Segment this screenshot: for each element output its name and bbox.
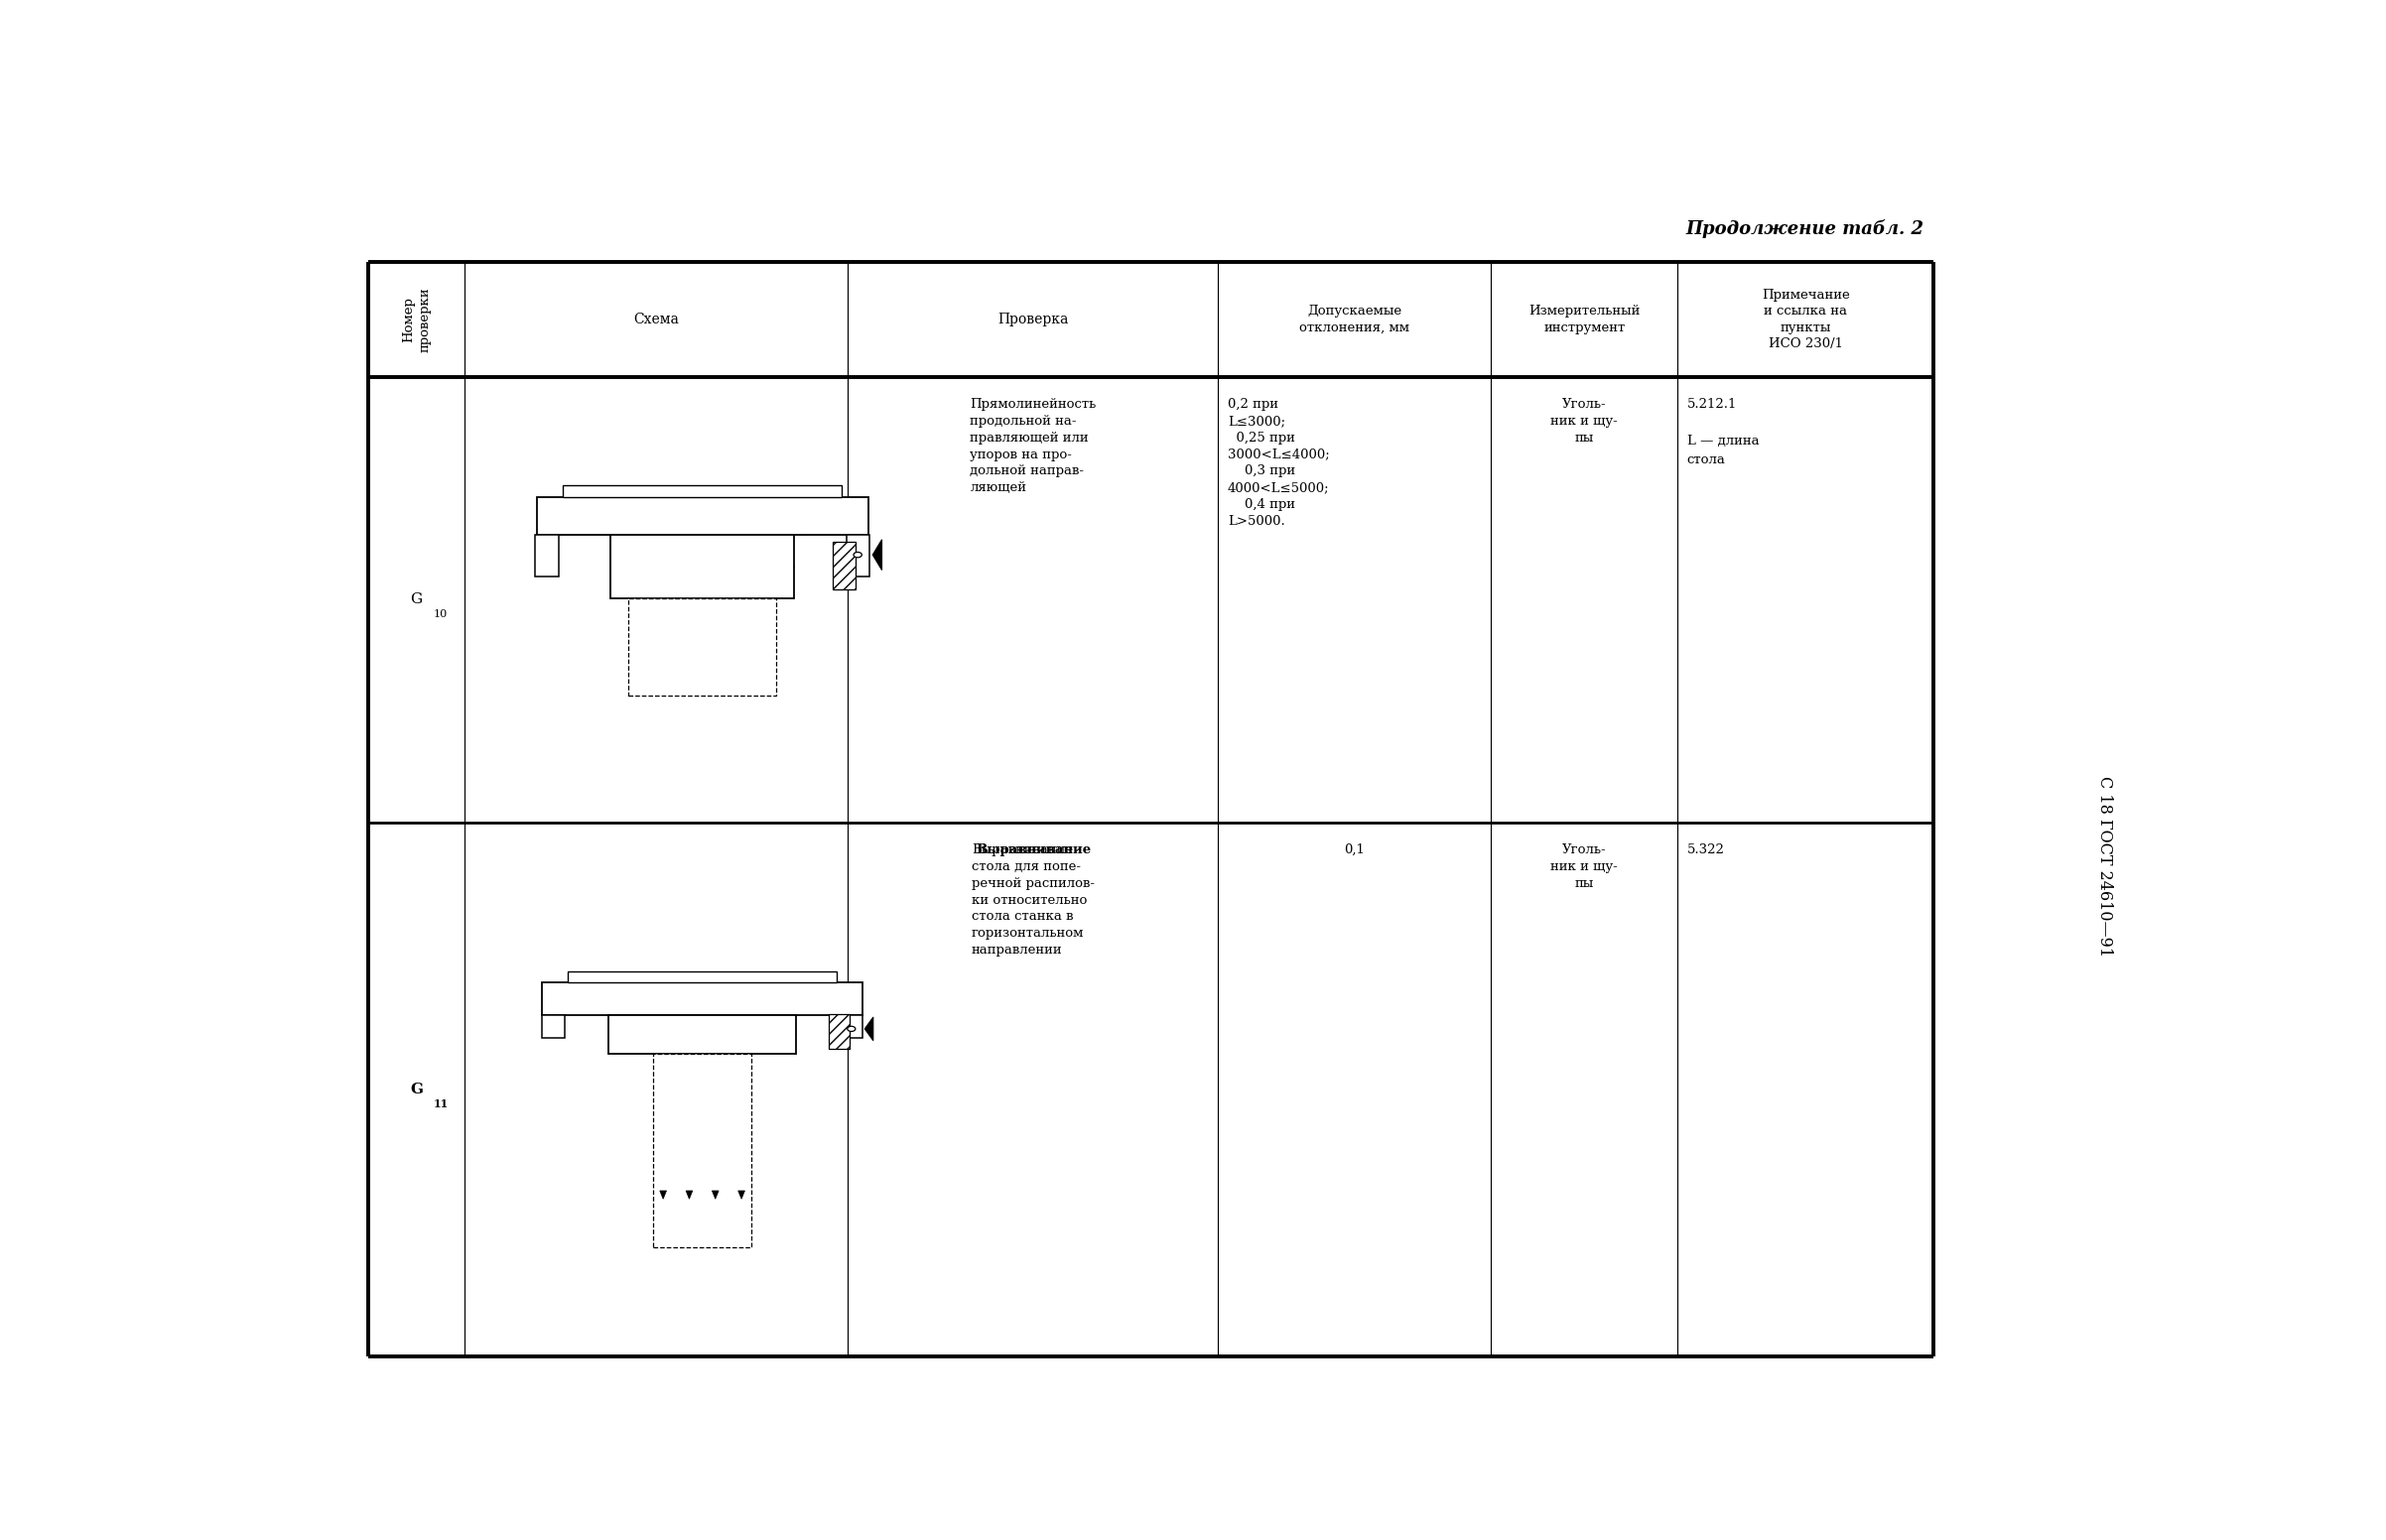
Text: 5.322: 5.322 — [1687, 844, 1725, 856]
Text: G: G — [410, 1083, 422, 1096]
Polygon shape — [711, 1190, 718, 1200]
Text: Измерительный
инструмент: Измерительный инструмент — [1529, 305, 1639, 334]
Text: 11: 11 — [432, 1098, 449, 1109]
Text: 10: 10 — [434, 608, 449, 619]
Bar — [542, 1015, 565, 1038]
Text: Проверка: Проверка — [997, 313, 1069, 326]
Bar — [840, 1015, 861, 1038]
Bar — [563, 485, 842, 497]
Text: 5.212.1

L — длина
стола: 5.212.1 L — длина стола — [1687, 399, 1758, 467]
Text: Уголь-
ник и щу-
пы: Уголь- ник и щу- пы — [1551, 399, 1618, 445]
Text: Продолжение табл. 2: Продолжение табл. 2 — [1687, 219, 1923, 239]
Text: 0,2 при
L≤3000;
  0,25 при
3000<L≤4000;
    0,3 при
4000<L≤5000;
    0,4 при
L>5: 0,2 при L≤3000; 0,25 при 3000<L≤4000; 0,… — [1226, 399, 1329, 528]
Text: Уголь-
ник и щу-
пы: Уголь- ник и щу- пы — [1551, 844, 1618, 890]
Text: Схема: Схема — [635, 313, 680, 326]
Polygon shape — [873, 539, 883, 570]
Circle shape — [854, 553, 861, 557]
Bar — [608, 1015, 797, 1053]
Bar — [654, 1053, 752, 1247]
Bar — [833, 542, 857, 590]
Bar — [611, 534, 795, 599]
Polygon shape — [737, 1190, 744, 1200]
Circle shape — [847, 1026, 857, 1032]
Text: G: G — [410, 593, 422, 607]
Bar — [568, 972, 837, 983]
Bar — [830, 1013, 849, 1049]
Bar — [542, 983, 861, 1015]
Polygon shape — [864, 1016, 873, 1041]
Text: Примечание
и ссылка на
пункты
ИСО 230/1: Примечание и ссылка на пункты ИСО 230/1 — [1761, 288, 1849, 350]
Bar — [534, 534, 558, 578]
Bar — [847, 534, 869, 578]
Text: С 18 ГОСТ 24610—91: С 18 ГОСТ 24610—91 — [2097, 776, 2114, 956]
Bar — [537, 497, 869, 534]
Text: 0,1: 0,1 — [1343, 844, 1365, 856]
Polygon shape — [661, 1190, 666, 1200]
Bar — [628, 599, 775, 695]
Text: Выравнивание
стола для попе-
речной распилов-
ки относительно
стола станка в
гор: Выравнивание стола для попе- речной расп… — [971, 844, 1095, 956]
Text: Выравнивание: Выравнивание — [976, 844, 1090, 856]
Polygon shape — [685, 1190, 692, 1200]
Text: Номер
проверки: Номер проверки — [401, 286, 432, 353]
Text: Допускаемые
отклонения, мм: Допускаемые отклонения, мм — [1300, 305, 1410, 334]
Text: Прямолинейность
продольной на-
правляющей или
упоров на про-
дольной направ-
ляю: Прямолинейность продольной на- правляюще… — [971, 399, 1095, 494]
